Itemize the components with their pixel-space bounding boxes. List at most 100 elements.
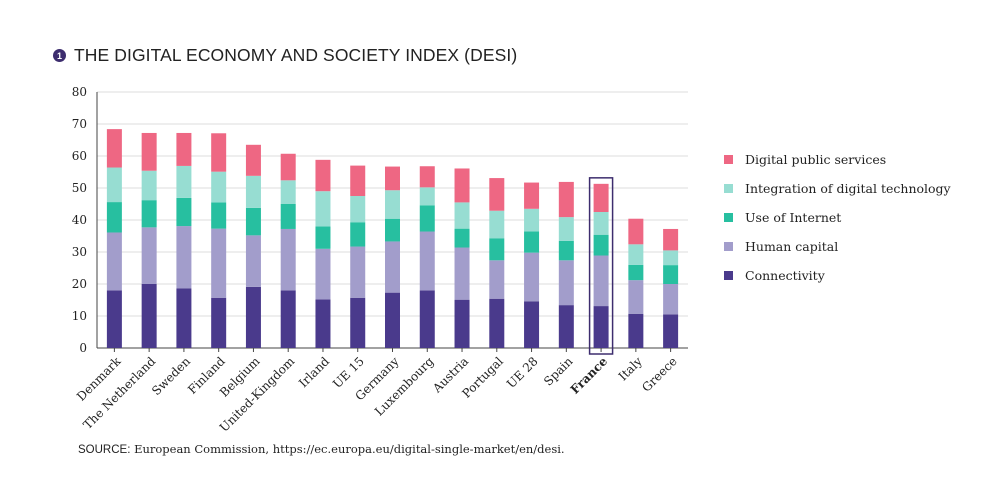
bar-connectivity-luxembourg <box>419 290 435 348</box>
bar-digital-public-services-france <box>593 183 609 212</box>
bar-use-of-internet-irland <box>315 226 331 249</box>
bar-use-of-internet-germany <box>385 218 400 242</box>
bar-connectivity-finland <box>211 297 227 348</box>
bar-digital-public-services-the-netherland <box>141 132 157 171</box>
bar-digital-public-services-belgium <box>245 144 261 176</box>
bar-human-capital-irland <box>315 248 331 300</box>
bar-human-capital-italy <box>628 280 644 314</box>
y-tick-label: 10 <box>72 309 87 323</box>
bar-human-capital-germany <box>385 241 400 293</box>
bar-digital-public-services-italy <box>628 218 644 245</box>
y-tick-label: 40 <box>72 213 87 227</box>
legend-swatch-human-capital <box>724 242 733 251</box>
bar-integration-of-digital-technology-sweden <box>176 165 192 198</box>
bar-use-of-internet-united-kingdom <box>280 204 296 229</box>
bar-digital-public-services-finland <box>211 133 227 172</box>
legend-label-connectivity: Connectivity <box>745 268 826 283</box>
bar-use-of-internet-austria <box>454 228 470 248</box>
legend-swatch-connectivity <box>724 271 733 280</box>
y-tick-label: 30 <box>72 245 87 259</box>
bar-integration-of-digital-technology-austria <box>454 202 470 229</box>
y-tick-label: 0 <box>79 341 87 355</box>
bar-human-capital-austria <box>454 247 470 300</box>
bar-connectivity-irland <box>315 299 331 348</box>
bar-connectivity-sweden <box>176 288 192 348</box>
bar-integration-of-digital-technology-irland <box>315 191 331 227</box>
bar-connectivity-austria <box>454 299 470 348</box>
legend-label-use-of-internet: Use of Internet <box>745 210 841 225</box>
bar-digital-public-services-greece <box>663 228 679 251</box>
bar-human-capital-belgium <box>245 235 261 287</box>
bar-integration-of-digital-technology-greece <box>663 250 679 266</box>
bar-integration-of-digital-technology-france <box>593 212 609 235</box>
bar-use-of-internet-belgium <box>245 207 261 236</box>
bar-connectivity-portugal <box>489 298 505 348</box>
bar-connectivity-france <box>593 306 609 348</box>
bar-integration-of-digital-technology-portugal <box>489 210 505 239</box>
bar-human-capital-united-kingdom <box>280 228 296 291</box>
legend-label-integration-of-digital-technology: Integration of digital technology <box>745 181 952 196</box>
bar-human-capital-greece <box>663 284 679 315</box>
chart-title: 1 THE DIGITAL ECONOMY AND SOCIETY INDEX … <box>53 45 517 66</box>
bar-connectivity-germany <box>385 292 400 348</box>
bar-integration-of-digital-technology-luxembourg <box>419 187 435 206</box>
x-tick-label-france: France <box>568 354 611 397</box>
x-tick-label-italy: Italy <box>616 354 645 383</box>
legend-label-human-capital: Human capital <box>745 239 838 254</box>
legend-label-digital-public-services: Digital public services <box>745 152 886 167</box>
bar-human-capital-ue-15 <box>350 246 366 298</box>
legend-swatch-digital-public-services <box>724 155 733 164</box>
bar-use-of-internet-sweden <box>176 197 192 227</box>
bar-use-of-internet-spain <box>558 240 574 261</box>
bar-digital-public-services-irland <box>315 159 331 192</box>
x-tick-label-ue-28: UE 28 <box>504 354 541 391</box>
title-text: THE DIGITAL ECONOMY AND SOCIETY INDEX (D… <box>74 45 518 65</box>
bar-digital-public-services-united-kingdom <box>280 153 296 181</box>
bar-use-of-internet-luxembourg <box>419 205 435 232</box>
bar-human-capital-the-netherland <box>141 227 157 284</box>
bar-connectivity-spain <box>558 305 574 348</box>
bar-digital-public-services-austria <box>454 168 470 203</box>
bar-digital-public-services-spain <box>558 181 574 218</box>
bar-use-of-internet-finland <box>211 202 227 229</box>
bar-human-capital-sweden <box>176 226 192 289</box>
bar-integration-of-digital-technology-spain <box>558 217 574 241</box>
bar-use-of-internet-the-netherland <box>141 200 157 228</box>
bar-integration-of-digital-technology-ue-28 <box>524 208 540 232</box>
bar-use-of-internet-portugal <box>489 238 505 261</box>
bar-use-of-internet-italy <box>628 264 644 281</box>
bar-connectivity-united-kingdom <box>280 290 296 348</box>
x-tick-label-sweden: Sweden <box>149 354 193 398</box>
bar-connectivity-belgium <box>245 286 261 348</box>
bar-integration-of-digital-technology-belgium <box>245 175 261 208</box>
bar-use-of-internet-ue-28 <box>524 231 540 253</box>
y-tick-label: 70 <box>72 117 87 131</box>
bar-connectivity-denmark <box>106 290 122 348</box>
bar-use-of-internet-ue-15 <box>350 222 366 247</box>
source-note: SOURCE: European Commission, https://ec.… <box>78 442 565 456</box>
bar-digital-public-services-ue-15 <box>350 165 366 196</box>
bar-digital-public-services-luxembourg <box>419 166 435 188</box>
y-tick-label: 50 <box>72 181 87 195</box>
bar-integration-of-digital-technology-germany <box>385 190 400 219</box>
legend-swatch-integration-of-digital-technology <box>724 184 733 193</box>
bar-use-of-internet-greece <box>663 265 679 284</box>
bar-connectivity-ue-15 <box>350 297 366 348</box>
bar-connectivity-greece <box>663 314 679 348</box>
x-tick-label-irland: Irland <box>296 354 332 390</box>
bar-human-capital-luxembourg <box>419 231 435 291</box>
bar-integration-of-digital-technology-denmark <box>106 167 122 203</box>
bar-digital-public-services-ue-28 <box>524 182 540 209</box>
bar-connectivity-the-netherland <box>141 284 157 348</box>
bar-integration-of-digital-technology-ue-15 <box>350 196 366 223</box>
bar-human-capital-spain <box>558 260 574 306</box>
legend-swatch-use-of-internet <box>724 213 733 222</box>
bar-connectivity-italy <box>628 313 644 348</box>
bar-human-capital-ue-28 <box>524 252 540 302</box>
bar-digital-public-services-portugal <box>489 178 505 211</box>
bar-human-capital-denmark <box>106 232 122 291</box>
bar-connectivity-ue-28 <box>524 301 540 348</box>
bar-use-of-internet-france <box>593 234 609 256</box>
highlight-box-france <box>588 177 614 355</box>
